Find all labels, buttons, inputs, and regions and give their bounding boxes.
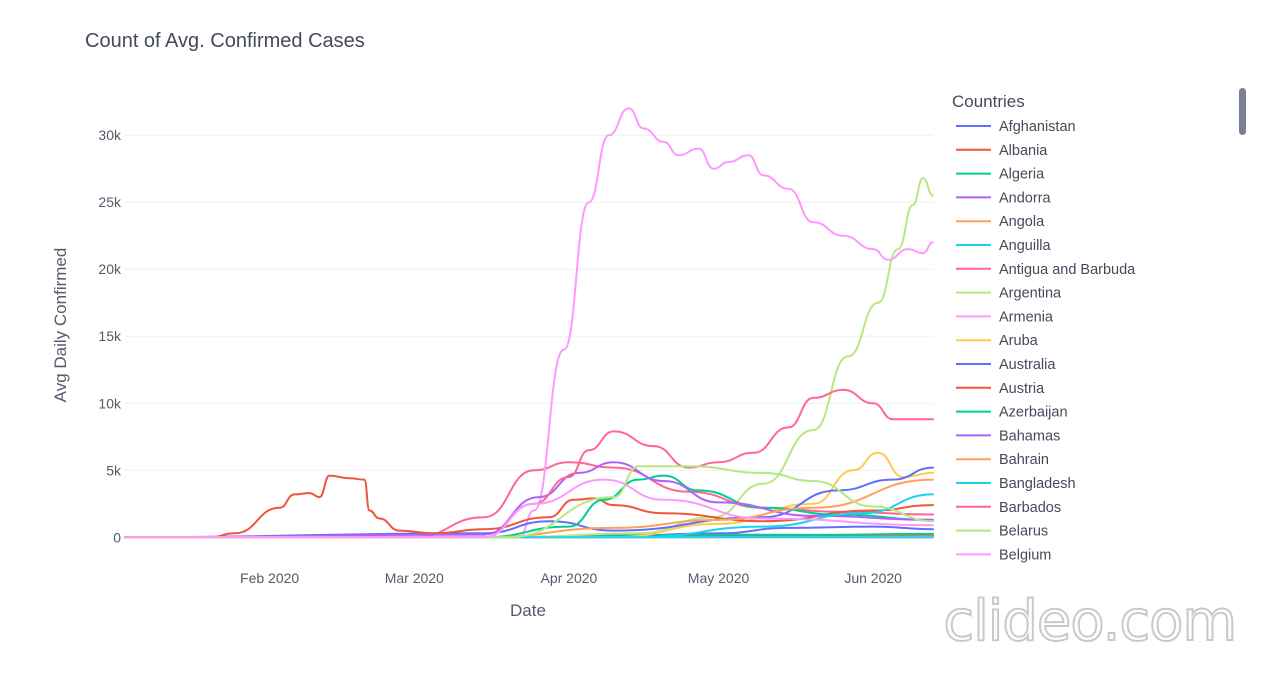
legend-item[interactable]: Australia	[956, 357, 1056, 373]
series-line-austria[interactable]	[124, 474, 934, 539]
legend-item[interactable]: Armenia	[956, 309, 1054, 325]
x-axis-ticks: Feb 2020 Mar 2020 Apr 2020 May 2020 Jun 2020	[240, 570, 902, 586]
x-tick-label: Jun 2020	[844, 570, 902, 586]
y-axis-title: Avg Daily Confirmed	[51, 248, 70, 403]
series-lines	[124, 107, 934, 539]
legend-item[interactable]: Aruba	[956, 333, 1039, 349]
legend-item[interactable]: Belgium	[956, 547, 1051, 563]
legend-label: Australia	[999, 357, 1056, 373]
x-tick-label: Feb 2020	[240, 570, 299, 586]
legend[interactable]: Afghanistan Albania Algeria Andorra Angola An…	[956, 119, 1136, 563]
legend-item[interactable]: Anguilla	[956, 238, 1052, 254]
legend-label: Albania	[999, 143, 1048, 159]
x-tick-label: Apr 2020	[540, 570, 597, 586]
legend-item[interactable]: Bangladesh	[956, 476, 1076, 492]
legend-label: Azerbaijan	[999, 405, 1068, 421]
gridlines	[125, 134, 933, 538]
legend-item[interactable]: Bahamas	[956, 428, 1060, 444]
chart-title: Count of Avg. Confirmed Cases	[85, 30, 365, 52]
legend-label: Andorra	[999, 190, 1052, 206]
legend-label: Austria	[999, 381, 1045, 397]
x-tick-label: May 2020	[688, 570, 750, 586]
legend-item[interactable]: Argentina	[956, 286, 1062, 302]
x-tick-label: Mar 2020	[385, 570, 444, 586]
series-line-bahamas[interactable]	[124, 461, 934, 539]
legend-label: Antigua and Barbuda	[999, 262, 1136, 278]
legend-scrollbar[interactable]	[1239, 88, 1246, 135]
legend-label: Belarus	[999, 524, 1048, 540]
legend-item[interactable]: Azerbaijan	[956, 405, 1068, 421]
legend-label: Bangladesh	[999, 476, 1076, 492]
series-line-armenia[interactable]	[124, 107, 934, 539]
series-line-belarus[interactable]	[124, 465, 934, 539]
legend-label: Anguilla	[999, 238, 1052, 254]
legend-label: Algeria	[999, 167, 1045, 183]
legend-item[interactable]: Andorra	[956, 190, 1052, 206]
legend-item[interactable]: Afghanistan	[956, 119, 1076, 135]
y-tick-label: 0	[113, 529, 121, 545]
watermark: clideo.com	[943, 589, 1236, 654]
legend-item[interactable]: Barbados	[956, 500, 1061, 516]
legend-label: Armenia	[999, 309, 1054, 325]
series-line-australia[interactable]	[124, 466, 934, 539]
legend-label: Argentina	[999, 286, 1062, 302]
y-axis-ticks: 0 5k 10k 15k 20k 25k 30k	[98, 127, 122, 545]
y-tick-label: 10k	[98, 395, 122, 411]
legend-label: Bahrain	[999, 452, 1049, 468]
legend-item[interactable]: Antigua and Barbuda	[956, 262, 1136, 278]
y-tick-label: 15k	[98, 328, 122, 344]
legend-item[interactable]: Angola	[956, 214, 1045, 230]
y-tick-label: 25k	[98, 194, 122, 210]
series-line-argentina[interactable]	[124, 177, 934, 539]
series-line-aruba[interactable]	[124, 451, 934, 539]
legend-label: Aruba	[999, 333, 1039, 349]
legend-label: Bahamas	[999, 428, 1060, 444]
y-tick-label: 20k	[98, 261, 122, 277]
y-tick-label: 30k	[98, 127, 122, 143]
legend-item[interactable]: Belarus	[956, 524, 1048, 540]
y-tick-label: 5k	[106, 462, 122, 478]
legend-label: Barbados	[999, 500, 1061, 516]
legend-item[interactable]: Austria	[956, 381, 1045, 397]
legend-item[interactable]: Algeria	[956, 167, 1045, 183]
legend-label: Angola	[999, 214, 1045, 230]
legend-item[interactable]: Albania	[956, 143, 1048, 159]
series-line-belgium[interactable]	[124, 478, 934, 539]
legend-label: Belgium	[999, 547, 1051, 563]
x-axis-title: Date	[510, 601, 546, 620]
legend-title: Countries	[952, 92, 1025, 111]
legend-item[interactable]: Bahrain	[956, 452, 1049, 468]
legend-label: Afghanistan	[999, 119, 1076, 135]
